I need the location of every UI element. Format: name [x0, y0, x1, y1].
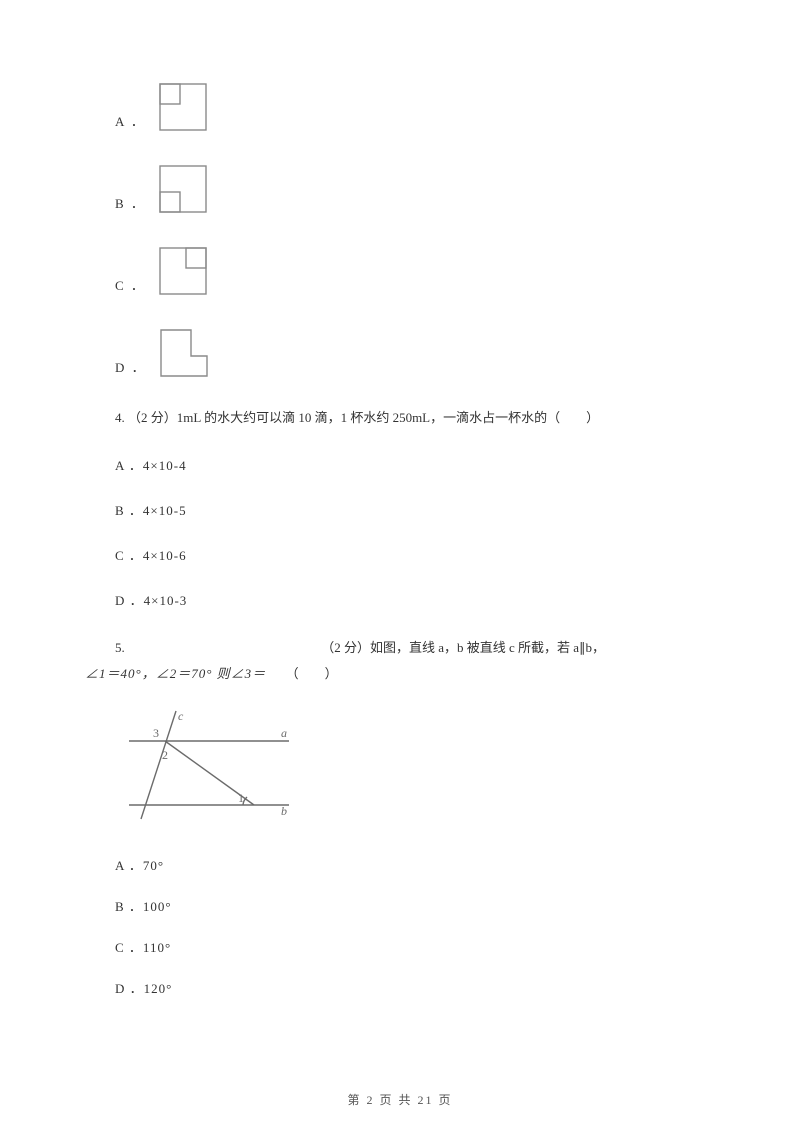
- q5-diagram: c a b 3 2 1: [121, 707, 680, 829]
- shape-option-c: C ．: [115, 244, 680, 298]
- q5-option-a: A ．70°: [115, 855, 680, 874]
- label-3: 3: [153, 726, 159, 740]
- label-b: b: [281, 804, 287, 818]
- q4-option-c: C ．4×10-6: [115, 545, 680, 564]
- question-5: 5. （2 分）如图，直线 a，b 被直线 c 所截，若 a∥b， ∠1＝40°…: [115, 635, 680, 687]
- label-2: 2: [162, 748, 168, 762]
- shape-b-icon: [156, 162, 210, 216]
- shape-d-icon: [157, 326, 211, 380]
- shape-a-icon: [156, 80, 210, 134]
- shape-c-icon: [156, 244, 210, 298]
- q5-text: 5. （2 分）如图，直线 a，b 被直线 c 所截，若 a∥b，: [115, 635, 680, 661]
- option-label-b: B ．: [115, 193, 146, 212]
- q5-option-d: D ．120°: [115, 978, 680, 997]
- q5-mid: （2 分）如图，直线 a，b 被直线 c 所截，若 a∥b，: [321, 640, 605, 655]
- option-label-c: C ．: [115, 275, 146, 294]
- q4-option-a: A ．4×10-4: [115, 455, 680, 474]
- q5-prefix: 5.: [115, 640, 125, 655]
- option-label-d: D ．: [115, 357, 147, 376]
- option-label-a: A ．: [115, 111, 146, 130]
- q4-text: 4. （2 分）1mL 的水大约可以滴 10 滴，1 杯水约 250mL，一滴水…: [115, 408, 680, 429]
- q4-option-d: D ．4×10-3: [115, 590, 680, 609]
- label-c: c: [178, 709, 184, 723]
- shape-option-a: A ．: [115, 80, 680, 134]
- q5-tail: （ ）: [286, 666, 338, 681]
- q5-option-c: C ．110°: [115, 937, 680, 956]
- q5-option-b: B ．100°: [115, 896, 680, 915]
- label-a: a: [281, 726, 287, 740]
- page-footer: 第 2 页 共 21 页: [0, 1091, 800, 1108]
- q5-text-2: ∠1＝40°，∠2＝70° 则∠3＝ （ ）: [85, 661, 680, 687]
- shape-option-d: D ．: [115, 326, 680, 380]
- q4-option-b: B ．4×10-5: [115, 500, 680, 519]
- question-4: 4. （2 分）1mL 的水大约可以滴 10 滴，1 杯水约 250mL，一滴水…: [115, 408, 680, 429]
- label-1: 1: [238, 791, 244, 805]
- shape-option-b: B ．: [115, 162, 680, 216]
- page-content: A ． B ． C ． D ． 4. （2 分）1mL 的水大约可以滴 10 滴…: [0, 0, 800, 1059]
- q5-angles: ∠1＝40°，∠2＝70° 则∠3＝: [85, 666, 266, 681]
- q5-diagram-svg: c a b 3 2 1: [121, 707, 311, 825]
